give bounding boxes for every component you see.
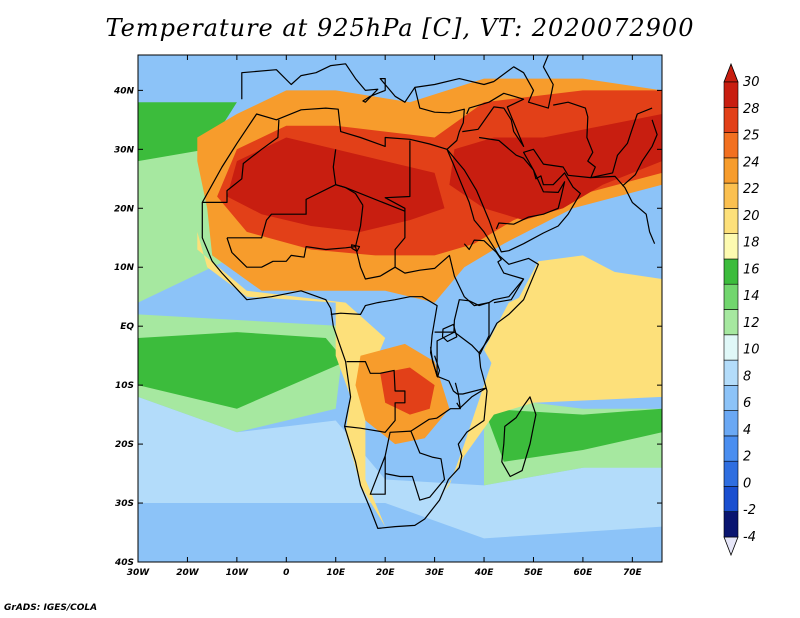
colorbar-label: 12: [743, 316, 760, 331]
east-africa-borders: [410, 299, 490, 432]
sahara-border-east: [384, 140, 411, 268]
lake-victoria: [441, 323, 458, 343]
colorbar-label: 18: [743, 236, 760, 251]
chad-border: [354, 205, 396, 280]
pakistan-india-border: [622, 119, 658, 187]
temperature-field: [138, 78, 663, 539]
colorbar-bin: [723, 486, 739, 512]
colorbar-bin: [723, 410, 739, 437]
colorbar-label: 20: [743, 209, 760, 224]
land-hottest-arabia: [449, 114, 662, 221]
arabia-coastline: [446, 148, 656, 253]
sudan-border: [394, 254, 525, 307]
colorbar-bottom-arrow: [723, 536, 739, 557]
lon-tick-label: 30W: [127, 568, 151, 578]
colorbar-bin: [723, 182, 739, 209]
lat-tick-label: 30S: [115, 499, 134, 509]
arabia-borders: [479, 136, 566, 230]
mediterranean-north-coast: [241, 63, 495, 103]
ocean-warm-atlantic-north: [138, 102, 237, 162]
colorbar-bin: [723, 81, 739, 108]
sahara-border-west: [202, 119, 280, 203]
map-panel: 30W 20W 10W 0 10E 20E 30E 40E 50E 60E 70E 40N 30N 20…: [113, 54, 663, 578]
land-hot-southern: [380, 367, 435, 415]
madagascar-coastline: [501, 396, 537, 478]
lon-tick-label: 20W: [176, 568, 200, 578]
colorbar-bin: [723, 283, 739, 310]
lake-malawi: [454, 382, 461, 410]
longitude-axis: 30W 20W 10W 0 10E 20E 30E 40E 50E 60E 70E: [127, 55, 643, 578]
map-frame: [137, 54, 663, 563]
map-title: Temperature at 925hPa [C], VT: 202007290…: [105, 14, 695, 42]
colorbar-label: 4: [743, 423, 751, 438]
lat-tick-label: 10S: [115, 381, 134, 391]
ocean-cool-band: [138, 396, 662, 539]
colorbar-label: 22: [743, 182, 760, 197]
colorbar-bin: [723, 309, 739, 336]
lat-tick-label: 40N: [113, 86, 135, 96]
credit-text: GrADS: IGES/COLA: [4, 603, 98, 613]
colorbar-bin: [723, 435, 739, 462]
colorbar-bin: [723, 258, 739, 285]
colorbar-bin: [723, 460, 739, 487]
lake-chad: [351, 244, 361, 252]
colorbar-label: -4: [743, 530, 756, 545]
lon-tick-label: 50E: [524, 568, 544, 578]
colorbar-label: 6: [743, 396, 751, 411]
lat-tick-label: EQ: [120, 322, 134, 332]
colorbar-bin: [723, 107, 739, 133]
colorbar-label: 14: [743, 289, 760, 304]
lat-tick-label: 30N: [114, 145, 135, 155]
colorbar-label: 25: [743, 129, 760, 144]
colorbar-label: 24: [743, 155, 760, 170]
colorbar-label: 2: [743, 450, 751, 465]
colorbar-bin: [723, 334, 739, 361]
colorbar-label: 8: [743, 369, 751, 384]
westafrica-borders: [226, 237, 356, 268]
lat-tick-label: 20N: [114, 204, 135, 214]
lon-tick-label: 20E: [376, 568, 396, 578]
europe-turkey-coast: [414, 87, 465, 150]
africa-coastline: [201, 107, 540, 530]
lon-tick-label: 10W: [226, 568, 250, 578]
southern-africa-borders: [369, 430, 446, 501]
colorbar-bin: [723, 511, 739, 538]
colorbar-bin: [723, 157, 739, 184]
colorbar-label: -2: [743, 503, 756, 518]
lon-tick-label: 40E: [474, 568, 495, 578]
colorbar-bin: [723, 359, 739, 386]
ocean-warm-band: [138, 332, 346, 409]
lat-tick-label: 40S: [114, 558, 134, 568]
colorbar-bin: [723, 384, 739, 411]
congo-angola-border: [344, 361, 406, 433]
latitude-axis: 40N 30N 20N 10N EQ 10S 20S 30S 40S: [113, 86, 662, 568]
libya-egypt-border: [332, 149, 406, 212]
lake-tanganyika: [430, 346, 441, 378]
lat-tick-label: 20S: [115, 440, 134, 450]
colorbar-label: 30: [743, 75, 760, 90]
ethiopia-somalia-border: [463, 239, 525, 304]
colorbar-bin: [723, 208, 739, 234]
middle-east-borders: [462, 92, 525, 147]
lon-tick-label: 60E: [574, 568, 594, 578]
sahara-border-mali: [227, 184, 364, 239]
lon-tick-label: 30E: [425, 568, 445, 578]
indian-ocean-mild: [484, 267, 662, 397]
lon-tick-label: 70E: [623, 568, 643, 578]
lon-tick-label: 0: [283, 568, 289, 578]
colorbar-top-arrow: [723, 62, 739, 83]
lon-tick-label: 10E: [326, 568, 346, 578]
colorbar-bin: [723, 233, 739, 260]
colorbar-bin: [723, 132, 739, 159]
colorbar-label: 0: [743, 477, 751, 492]
lat-tick-label: 10N: [114, 263, 135, 273]
iran-afghan-border: [553, 101, 653, 179]
coastlines-and-borders: [201, 54, 658, 530]
colorbar-label: 16: [743, 262, 760, 277]
colorbar-label: 10: [743, 343, 760, 358]
colorbar-label: 28: [743, 102, 760, 117]
black-sea-caspian: [493, 54, 554, 109]
